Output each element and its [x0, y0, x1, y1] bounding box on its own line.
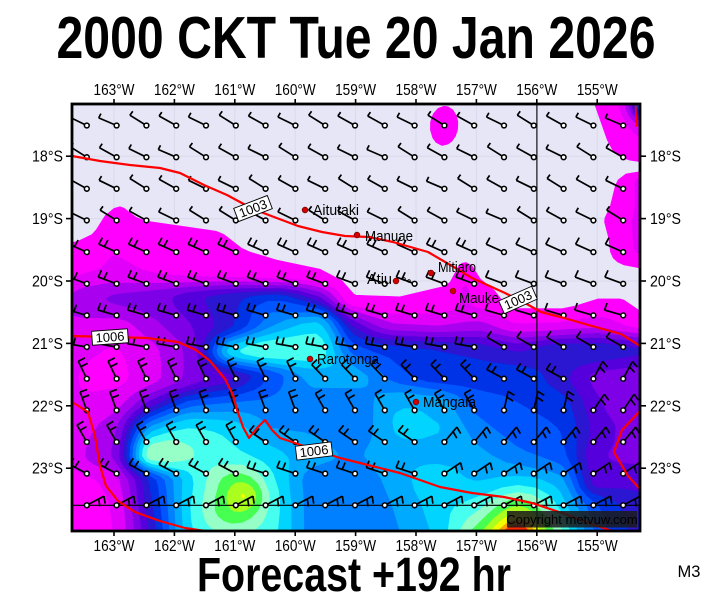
svg-text:19°S: 19°S [650, 211, 681, 228]
svg-text:161°W: 161°W [214, 82, 256, 99]
svg-text:1006: 1006 [95, 329, 125, 346]
svg-text:159°W: 159°W [335, 82, 377, 99]
svg-text:157°W: 157°W [456, 82, 498, 99]
svg-text:23°S: 23°S [32, 461, 63, 478]
svg-text:160°W: 160°W [275, 538, 317, 555]
svg-text:Copyright metvuw.com: Copyright metvuw.com [506, 512, 638, 527]
svg-text:18°S: 18°S [32, 149, 63, 166]
svg-text:Mangaia: Mangaia [423, 395, 477, 411]
svg-text:Atiu: Atiu [367, 272, 392, 288]
svg-text:Forecast +192 hr: Forecast +192 hr [197, 549, 511, 600]
svg-text:156°W: 156°W [516, 538, 558, 555]
svg-text:159°W: 159°W [335, 538, 377, 555]
svg-text:19°S: 19°S [32, 211, 63, 228]
svg-text:157°W: 157°W [456, 538, 498, 555]
svg-text:2000 CKT Tue 20 Jan 2026: 2000 CKT Tue 20 Jan 2026 [57, 5, 656, 71]
svg-text:Manuae: Manuae [365, 229, 413, 245]
svg-text:163°W: 163°W [94, 82, 136, 99]
svg-text:21°S: 21°S [650, 336, 681, 353]
svg-text:158°W: 158°W [396, 82, 438, 99]
svg-text:22°S: 22°S [650, 398, 681, 415]
svg-text:Mitiaro: Mitiaro [438, 260, 476, 276]
svg-text:160°W: 160°W [275, 82, 317, 99]
svg-text:163°W: 163°W [94, 538, 136, 555]
svg-text:Mauke: Mauke [459, 291, 499, 307]
svg-text:155°W: 155°W [577, 82, 619, 99]
svg-text:156°W: 156°W [516, 82, 558, 99]
svg-text:161°W: 161°W [214, 538, 256, 555]
svg-text:21°S: 21°S [32, 336, 63, 353]
svg-text:20°S: 20°S [650, 274, 681, 291]
svg-text:162°W: 162°W [154, 82, 196, 99]
svg-text:158°W: 158°W [396, 538, 438, 555]
svg-text:20°S: 20°S [32, 274, 63, 291]
svg-text:155°W: 155°W [577, 538, 619, 555]
svg-text:1006: 1006 [299, 442, 330, 460]
svg-text:Aitutaki: Aitutaki [313, 203, 359, 219]
svg-text:22°S: 22°S [32, 398, 63, 415]
svg-text:Rarotonga: Rarotonga [317, 352, 380, 368]
svg-text:M3: M3 [678, 563, 701, 581]
svg-text:23°S: 23°S [650, 461, 681, 478]
svg-text:162°W: 162°W [154, 538, 196, 555]
svg-text:18°S: 18°S [650, 149, 681, 166]
